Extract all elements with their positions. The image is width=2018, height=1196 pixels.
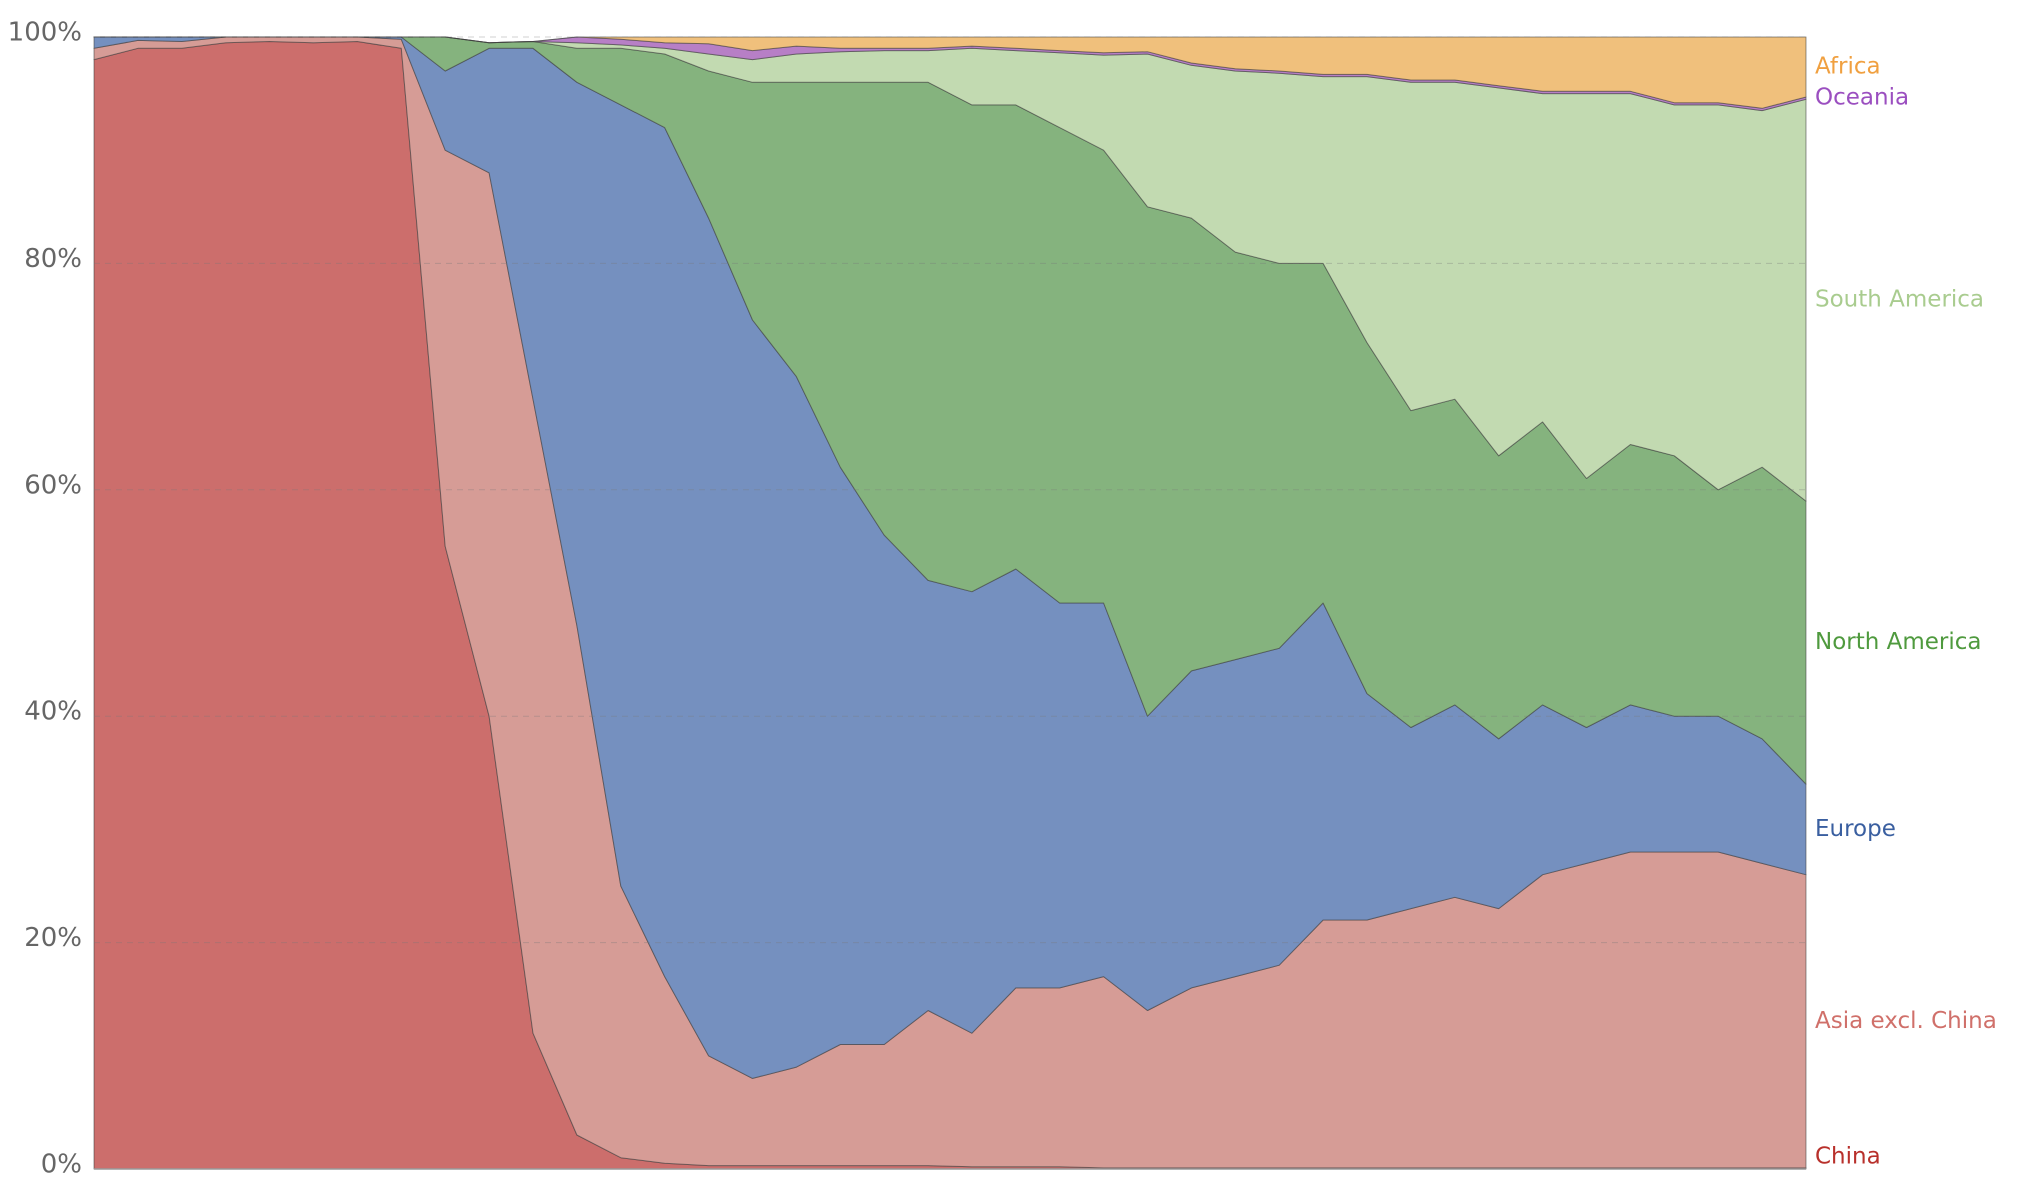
legend-label: South America [1815, 287, 1984, 313]
y-tick-label: 20% [24, 923, 82, 953]
legend-label: Asia excl. China [1815, 1008, 1997, 1034]
y-tick-label: 80% [24, 244, 82, 274]
legend-label: Oceania [1815, 85, 1909, 111]
y-tick-label: 0% [41, 1150, 82, 1180]
y-tick-label: 100% [8, 18, 82, 48]
area [93, 36, 1807, 109]
legend-label: North America [1815, 629, 1982, 655]
y-tick-label: 60% [24, 470, 82, 500]
legend-label: Africa [1815, 53, 1881, 79]
legend-label: Europe [1815, 816, 1896, 842]
y-tick-label: 40% [24, 697, 82, 727]
legend-label: China [1815, 1144, 1881, 1170]
